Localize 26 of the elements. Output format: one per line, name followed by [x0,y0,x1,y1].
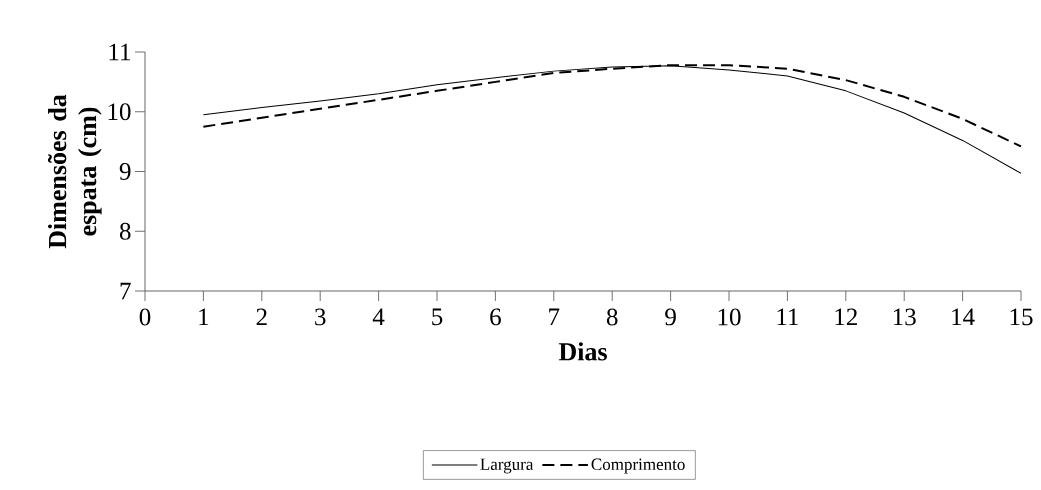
y-tick-label: 8 [119,222,131,240]
y-tick-label: 10 [108,103,131,121]
x-tick-label: 3 [315,308,326,326]
x-tick-label: 4 [372,308,385,325]
x-tick-label: 9 [665,308,676,326]
x-tick-label: 14 [952,308,975,326]
y-tick-label: 9 [119,163,131,180]
y-tick-label: 11 [109,43,130,61]
x-axis-title: Dias [558,342,607,361]
x-tick-label: 11 [777,308,798,326]
x-tick-label: 10 [718,308,741,326]
x-tick-label: 5 [432,308,443,326]
legend-label: Largura [480,458,534,474]
x-tick-label: 12 [835,308,857,326]
x-tick-label: 1 [199,308,209,326]
y-axis-title: Dimensões da espata (cm) [47,94,102,249]
x-tick-label: 7 [549,308,560,325]
x-tick-label: 15 [1010,308,1033,326]
x-tick-label: 13 [893,308,916,326]
x-tick-label: 6 [490,308,501,326]
x-tick-label: 2 [256,308,267,326]
legend-label: Comprimento [591,458,685,474]
x-tick-label: 0 [139,308,151,326]
x-tick-label: 8 [606,308,618,326]
y-tick-label: 7 [120,282,131,300]
line-series [202,65,1022,174]
